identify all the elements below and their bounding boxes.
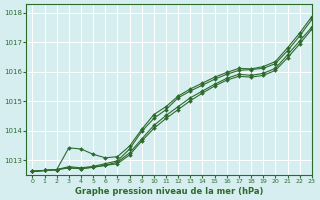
X-axis label: Graphe pression niveau de la mer (hPa): Graphe pression niveau de la mer (hPa) <box>75 187 263 196</box>
